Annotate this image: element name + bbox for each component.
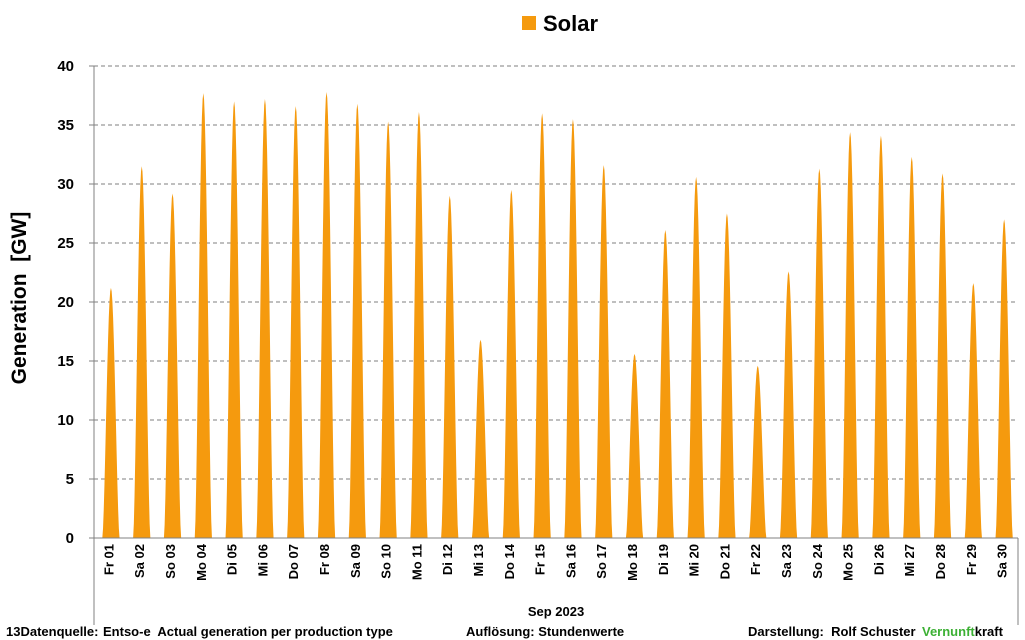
footer-brand-green: Vernunft <box>922 624 975 639</box>
x-tick-label: So 10 <box>379 544 394 579</box>
x-tick-label: Mi 27 <box>902 544 917 577</box>
solar-day-peak <box>194 93 212 538</box>
solar-day-peak <box>133 166 151 539</box>
x-tick-label: Mi 13 <box>471 544 486 577</box>
y-tick-label: 10 <box>57 412 74 429</box>
footer-author: Darstellung: Rolf Schuster <box>748 624 916 639</box>
grid-lines <box>94 65 1018 480</box>
x-tick-label: Fr 29 <box>964 544 979 575</box>
solar-day-peak <box>441 195 459 539</box>
solar-day-peak <box>225 101 243 539</box>
solar-day-peak <box>810 168 828 538</box>
x-tick-label: Do 28 <box>933 544 948 579</box>
x-tick-label: Mo 18 <box>625 544 640 581</box>
x-tick-label: Do 21 <box>717 544 732 579</box>
solar-day-peak <box>933 173 952 538</box>
x-tick-label: Sa 09 <box>348 544 363 578</box>
solar-day-peak <box>749 365 767 538</box>
footer-brand-black: kraft <box>975 624 1004 639</box>
x-axis-ticks: Fr 01 Sa 02 So 03 Mo 04 Di 05 Mi 06 Do 07 Fr 08… <box>101 543 1009 581</box>
solar-day-peak <box>502 189 520 538</box>
x-tick-label: Fr 15 <box>533 544 548 575</box>
footer-source-prefix: 13Datenquelle: <box>6 624 98 639</box>
x-tick-label: Di 26 <box>871 544 886 575</box>
y-tick-label: 35 <box>57 117 74 134</box>
x-tick-label: Mo 04 <box>194 543 209 581</box>
solar-day-peak <box>564 119 582 538</box>
legend-swatch-solar <box>522 16 536 30</box>
x-tick-label: Di 05 <box>225 544 240 575</box>
x-tick-label: So 03 <box>163 544 178 579</box>
solar-day-peak <box>317 91 336 539</box>
x-tick-label: Do 14 <box>502 543 517 579</box>
solar-day-peak <box>379 121 397 539</box>
y-axis-ticks: 0 5 10 15 20 25 30 35 40 <box>57 58 94 547</box>
x-tick-label: Sa 30 <box>995 544 1010 578</box>
solar-day-peak <box>287 106 305 539</box>
solar-day-peak <box>779 271 798 538</box>
y-tick-label: 0 <box>66 530 74 547</box>
y-tick-label: 20 <box>57 294 74 311</box>
solar-day-peak <box>841 132 859 538</box>
solar-day-peak <box>410 112 428 539</box>
legend: Solar <box>522 11 598 36</box>
solar-day-peak <box>102 287 120 538</box>
solar-day-peak <box>471 339 490 538</box>
y-tick-label: 25 <box>57 235 74 252</box>
footer-resolution: Auflösung: Stundenwerte <box>466 624 624 639</box>
x-tick-label: So 24 <box>810 543 825 578</box>
x-tick-label: Sa 23 <box>779 544 794 578</box>
solar-day-peak <box>625 353 644 538</box>
axes <box>93 66 1019 625</box>
y-axis-label: Generation [GW] <box>8 212 31 385</box>
solar-day-peak <box>348 103 366 538</box>
x-tick-label: Mo 25 <box>841 544 856 581</box>
footer: 13Datenquelle: Entso-e Actual generation… <box>6 624 1004 639</box>
solar-day-peak <box>687 176 705 539</box>
x-tick-label: Sa 02 <box>132 544 147 578</box>
solar-day-peak <box>256 99 274 538</box>
solar-day-peak <box>995 219 1013 538</box>
x-tick-label: Di 19 <box>656 544 671 575</box>
x-tick-label: Fr 22 <box>748 544 763 575</box>
y-tick-label: 15 <box>57 353 74 370</box>
x-axis-label: Sep 2023 <box>528 604 584 619</box>
x-tick-label: So 17 <box>594 544 609 579</box>
x-tick-label: Mo 11 <box>409 544 424 580</box>
solar-day-peak <box>718 213 736 538</box>
y-tick-label: 5 <box>66 471 74 488</box>
x-tick-label: Do 07 <box>286 544 301 579</box>
x-tick-label: Fr 08 <box>317 544 332 575</box>
solar-day-peak <box>872 135 890 538</box>
footer-source: Entso-e Actual generation per production… <box>103 624 393 639</box>
y-tick-label: 30 <box>57 176 74 193</box>
x-tick-label: Di 12 <box>440 544 455 575</box>
y-tick-label: 40 <box>57 58 74 75</box>
x-tick-label: Sa 16 <box>563 544 578 578</box>
x-tick-label: Mi 20 <box>687 544 702 577</box>
solar-day-peak <box>533 113 551 538</box>
solar-day-peak <box>595 165 613 538</box>
solar-area <box>102 91 1013 539</box>
x-tick-label: Fr 01 <box>101 544 116 575</box>
solar-day-peak <box>903 156 921 539</box>
solar-day-peak <box>656 230 674 538</box>
solar-day-peak <box>163 193 182 538</box>
footer-brand: Vernunftkraft <box>922 624 1004 639</box>
x-tick-label: Mi 06 <box>255 544 270 577</box>
solar-day-peak <box>964 283 982 538</box>
legend-label-solar: Solar <box>543 11 598 36</box>
